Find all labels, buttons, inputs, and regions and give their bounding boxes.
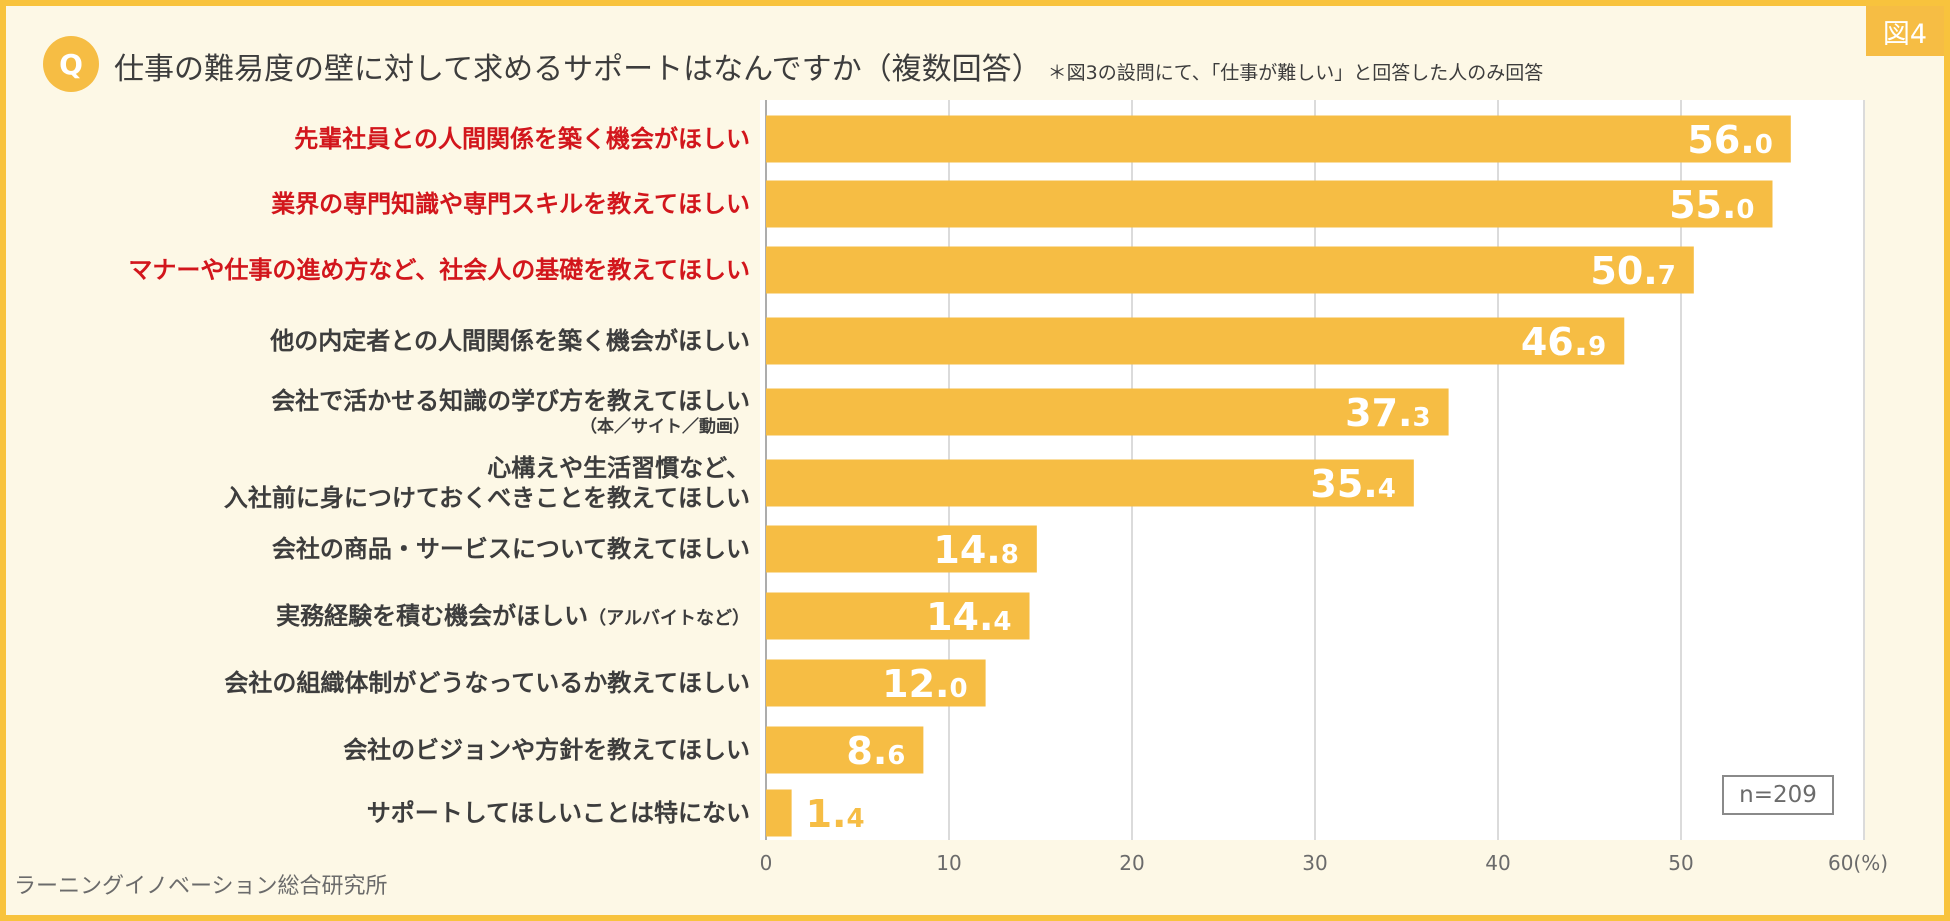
bar [766, 726, 924, 774]
bar-value-label: 14.4 [926, 595, 1011, 639]
bar [766, 246, 1694, 294]
bar [766, 115, 1791, 163]
category-label: 心構えや生活習慣など、 入社前に身につけておくべきことを教えてほしい [224, 453, 750, 513]
bar [766, 180, 1773, 228]
x-tick-label: 40 [1485, 851, 1510, 875]
category-label-text: 会社で活かせる知識の学び方を教えてほしい [271, 387, 750, 415]
category-label-text: サポートしてほしいことは特にない [366, 799, 750, 827]
category-label: マナーや仕事の進め方など、社会人の基礎を教えてほしい [128, 255, 750, 285]
category-label-text: 先輩社員との人間関係を築く機会がほしい [294, 125, 750, 153]
bar [766, 459, 1414, 507]
category-label-line2: 入社前に身につけておくべきことを教えてほしい [223, 484, 750, 512]
bar-value-label: 37.3 [1345, 391, 1430, 435]
x-tick-label: 0 [760, 851, 773, 875]
category-label: サポートしてほしいことは特にない [367, 798, 750, 828]
bar-value-label: 46.9 [1521, 320, 1606, 364]
bar-value-label: 55.0 [1669, 183, 1754, 227]
category-sublabel: （本／サイト／動画） [580, 417, 750, 437]
category-label-text: 会社の商品・サービスについて教えてほしい [271, 535, 750, 563]
x-tick-label: 30 [1302, 851, 1327, 875]
category-label: 会社の組織体制がどうなっているか教えてほしい [224, 668, 750, 698]
category-label: 他の内定者との人間関係を築く機会がほしい [270, 326, 750, 356]
bar-value-label: 1.4 [806, 792, 865, 836]
category-label-text: マナーや仕事の進め方など、社会人の基礎を教えてほしい [128, 256, 750, 284]
category-label: 実務経験を積む機会がほしい（アルバイトなど） [276, 601, 750, 634]
title-note: ＊図3の設問にて、「仕事が難しい」と回答した人のみ回答 [1047, 62, 1544, 84]
category-label-text: 心構えや生活習慣など、 [487, 454, 750, 482]
question-badge: Q [43, 36, 99, 92]
category-label-text: 会社のビジョンや方針を教えてほしい [343, 736, 750, 764]
x-tick-label: 20 [1119, 851, 1144, 875]
bar-value-label: 50.7 [1590, 249, 1675, 293]
category-label: 会社のビジョンや方針を教えてほしい [343, 735, 750, 765]
category-label-text: 会社の組織体制がどうなっているか教えてほしい [224, 669, 750, 697]
x-tick-label: 60(%) [1828, 851, 1888, 875]
x-tick-label: 50 [1668, 851, 1693, 875]
bar [766, 317, 1625, 365]
category-label: 会社で活かせる知識の学び方を教えてほしい （本／サイト／動画） [271, 386, 750, 438]
category-label-suffix: （アルバイトなど） [588, 608, 750, 629]
category-label: 先輩社員との人間関係を築く機会がほしい [294, 124, 750, 154]
category-label-text: 実務経験を積む機会がほしい（アルバイトなど） [276, 602, 750, 630]
title-main: 仕事の難易度の壁に対して求めるサポートはなんですか（複数回答） [114, 52, 1042, 87]
bar-value-label: 12.0 [882, 662, 967, 706]
category-label: 業界の専門知識や専門スキルを教えてほしい [271, 189, 750, 219]
bar [766, 388, 1449, 436]
bar [766, 525, 1037, 573]
bar [766, 789, 792, 837]
bar-value-label: 8.6 [846, 729, 905, 773]
category-label: 会社の商品・サービスについて教えてほしい [272, 534, 750, 564]
bar [766, 592, 1030, 640]
figure-number-tag: 図4 [1866, 6, 1944, 56]
chart-title: 仕事の難易度の壁に対して求めるサポートはなんですか（複数回答） ＊図3の設問にて、… [114, 44, 1543, 88]
sample-size-box: n=209 [1722, 775, 1834, 815]
source-credit: ラーニングイノベーション総合研究所 [14, 874, 388, 899]
bar-value-label: 35.4 [1310, 462, 1395, 506]
category-label-text: 他の内定者との人間関係を築く機会がほしい [270, 327, 750, 355]
bar-value-label: 56.0 [1687, 118, 1772, 162]
x-tick-label: 10 [936, 851, 961, 875]
bar [766, 659, 986, 707]
category-label-text: 業界の専門知識や専門スキルを教えてほしい [271, 190, 750, 218]
bar-value-label: 14.8 [933, 528, 1018, 572]
